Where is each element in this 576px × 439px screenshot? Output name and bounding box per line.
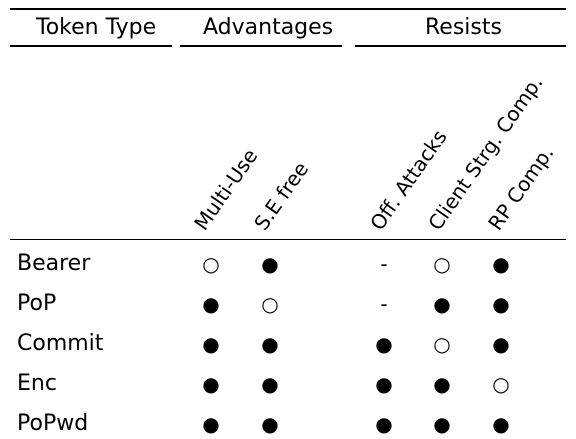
cell-mark: ○ bbox=[261, 292, 279, 316]
header-token-type: Token Type bbox=[36, 15, 157, 40]
row-label: PoPwd bbox=[17, 411, 89, 436]
cell-mark: ● bbox=[375, 372, 393, 396]
row-label: Bearer bbox=[17, 251, 91, 276]
underline-resists bbox=[355, 45, 566, 47]
cell-mark: ● bbox=[261, 372, 279, 396]
cell-mark: ● bbox=[433, 372, 451, 396]
cell-mark: ● bbox=[202, 372, 220, 396]
cell-mark: ● bbox=[433, 292, 451, 316]
cell-mark: ● bbox=[261, 412, 279, 436]
underline-advantages bbox=[180, 45, 342, 47]
cell-mark: ○ bbox=[433, 332, 451, 356]
column-header-client-storage-compromise: Client Strg. Comp. bbox=[423, 71, 548, 235]
mid-rule bbox=[10, 239, 566, 240]
cell-mark: ● bbox=[375, 412, 393, 436]
cell-mark: ● bbox=[261, 252, 279, 276]
row-label: PoP bbox=[17, 291, 57, 316]
cell-mark: ● bbox=[202, 332, 220, 356]
cell-mark: ● bbox=[492, 332, 510, 356]
cell-mark: ● bbox=[492, 412, 510, 436]
cell-mark: ○ bbox=[433, 252, 451, 276]
cell-mark: ● bbox=[202, 292, 220, 316]
cell-mark: ● bbox=[433, 412, 451, 436]
cell-mark: ○ bbox=[492, 372, 510, 396]
row-label: Commit bbox=[17, 331, 104, 356]
cell-mark: ● bbox=[202, 412, 220, 436]
header-resists: Resists bbox=[425, 15, 502, 40]
underline-token-type bbox=[10, 45, 172, 47]
row-label: Enc bbox=[17, 371, 57, 396]
column-header-se-free: S.E free bbox=[249, 157, 314, 235]
cell-mark: - bbox=[380, 292, 388, 316]
cell-mark: ○ bbox=[202, 252, 220, 276]
cell-mark: ● bbox=[492, 292, 510, 316]
cell-mark: - bbox=[380, 252, 388, 276]
cell-mark: ● bbox=[261, 332, 279, 356]
cell-mark: ● bbox=[375, 332, 393, 356]
top-rule bbox=[10, 8, 566, 10]
header-advantages: Advantages bbox=[203, 15, 334, 40]
cell-mark: ● bbox=[492, 252, 510, 276]
